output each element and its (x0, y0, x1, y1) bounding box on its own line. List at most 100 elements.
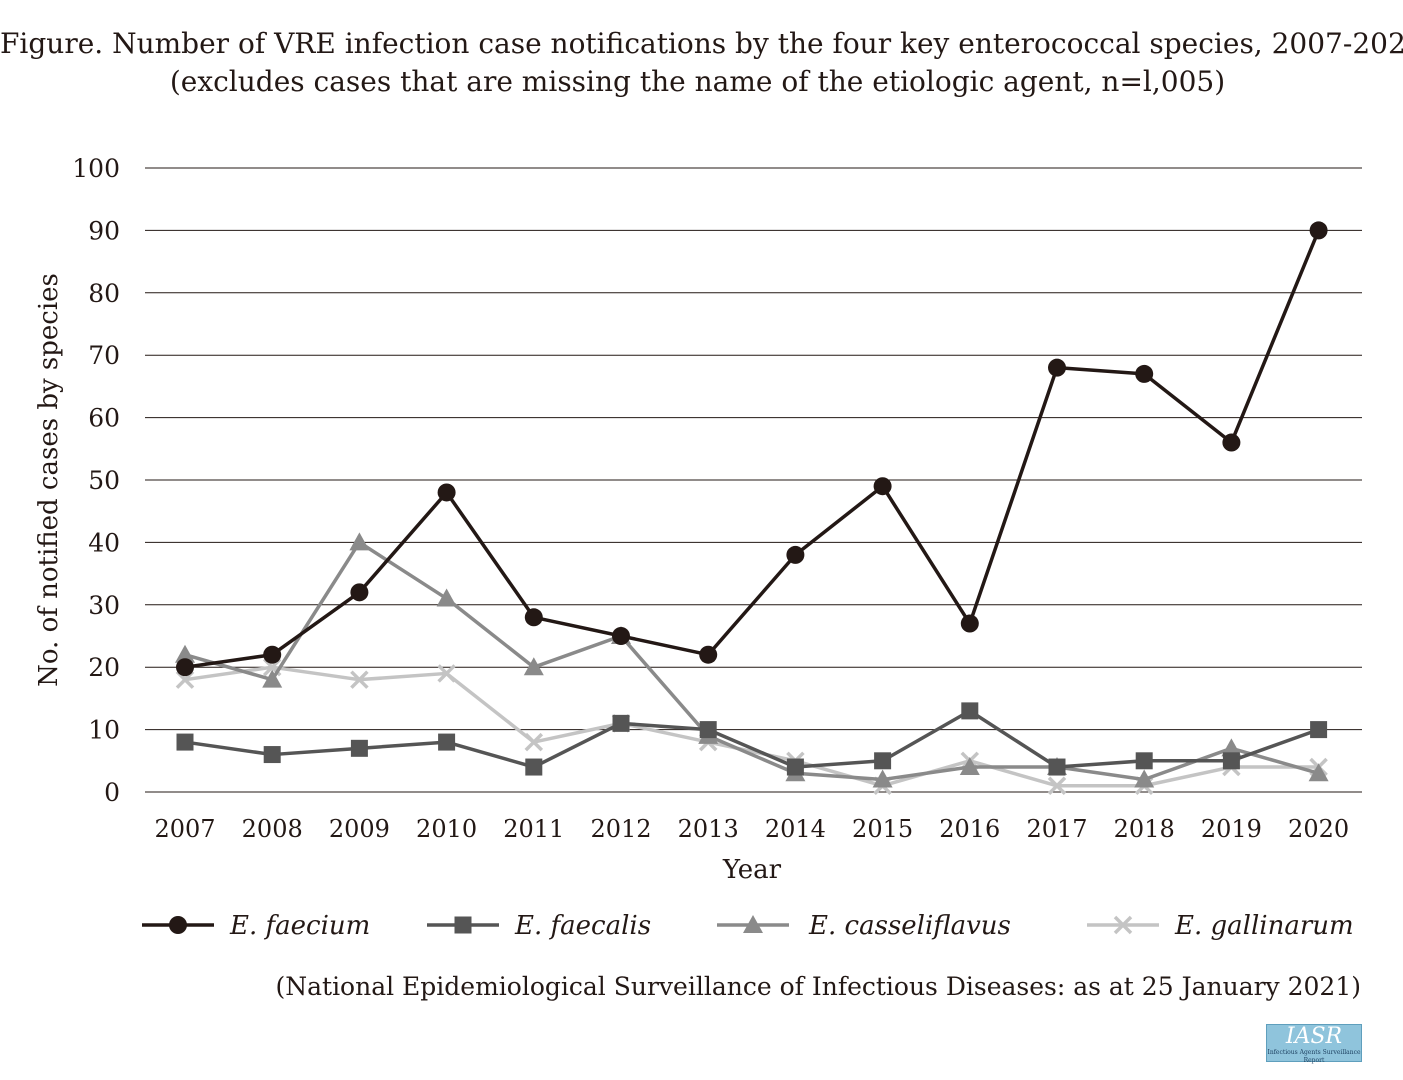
point-faecalis (699, 721, 717, 739)
point-casseliflavus (872, 769, 893, 788)
point-faecalis (786, 758, 804, 776)
point-faecalis (176, 733, 194, 751)
point-faecalis (525, 758, 543, 776)
source-note: (National Epidemiological Surveillance o… (275, 972, 1361, 1001)
x-tick-label: 2010 (416, 815, 477, 843)
y-tick-label: 0 (104, 778, 120, 807)
point-casseliflavus (523, 657, 544, 676)
x-tick-label: 2019 (1201, 815, 1262, 843)
x-tick-label: 2012 (590, 815, 651, 843)
point-faecalis (1048, 758, 1066, 776)
chart-title: Figure. Number of VRE infection case not… (0, 27, 1403, 60)
line-faecalis (184, 709, 1320, 769)
legend-marker (743, 915, 763, 933)
y-tick-labels: 0 10 20 30 40 50 60 70 80 90 100 (72, 154, 120, 807)
y-tick-label: 60 (88, 404, 120, 433)
x-tick-label: 2011 (503, 815, 564, 843)
point-casseliflavus (175, 644, 195, 663)
line-faecium (184, 229, 1321, 669)
point-faecium (1222, 433, 1241, 452)
iasr-logo: IASR Infectious Agents Surveillance Repo… (1266, 1024, 1362, 1064)
x-tick-label: 2014 (765, 815, 826, 843)
point-faecium (524, 608, 543, 627)
x-tick-label: 2009 (329, 815, 390, 843)
point-faecium (263, 645, 282, 664)
point-faecalis (263, 746, 281, 764)
point-gallinarum (1047, 776, 1067, 795)
point-casseliflavus (262, 669, 283, 688)
point-faecium (1135, 364, 1154, 383)
gridlines (145, 167, 1362, 793)
legend-item-faecalis: E. faecalis (427, 911, 651, 941)
y-tick-label: 20 (88, 653, 120, 682)
x-tick-label: 2016 (939, 815, 1000, 843)
legend-label: E. casseliflavus (808, 911, 1011, 941)
point-faecalis (874, 752, 892, 770)
logo-subtext: Infectious Agents Surveillance Report (1267, 1049, 1361, 1064)
point-faecium (873, 477, 892, 496)
point-faecium (612, 627, 630, 645)
x-axis-label: Year (722, 855, 782, 885)
x-tick-label: 2017 (1026, 815, 1087, 843)
y-tick-label: 70 (88, 341, 120, 370)
point-faecium (960, 614, 979, 633)
series-faecium (176, 221, 1328, 677)
legend-item-faecium: E. faecium (142, 911, 370, 941)
point-faecalis (350, 739, 368, 757)
point-faecium (1048, 358, 1066, 377)
series-casseliflavus (175, 532, 1329, 788)
logo-text: IASR (1285, 1024, 1343, 1049)
y-tick-label: 30 (88, 591, 120, 620)
y-tick-label: 10 (88, 716, 120, 745)
chart-subtitle: (excludes cases that are missing the nam… (169, 65, 1226, 98)
legend-label: E. faecalis (514, 911, 651, 941)
x-tick-labels: 2007 2008 2009 2010 2011 2012 2013 2014 2015 2016… (154, 815, 1349, 843)
point-faecalis (1135, 752, 1153, 770)
point-faecium (786, 545, 805, 564)
x-tick-label: 2020 (1288, 815, 1349, 843)
point-casseliflavus (436, 588, 457, 607)
y-tick-label: 90 (88, 216, 120, 245)
y-tick-label: 80 (88, 279, 120, 308)
line-casseliflavus (184, 540, 1320, 782)
point-faecium (350, 583, 369, 602)
x-tick-label: 2013 (678, 815, 739, 843)
series-faecalis (176, 702, 1328, 776)
point-gallinarum (350, 670, 369, 689)
y-tick-label: 100 (72, 154, 120, 183)
legend-label: E. gallinarum (1174, 911, 1354, 941)
x-tick-label: 2018 (1114, 815, 1175, 843)
point-gallinarum (524, 732, 544, 752)
point-faecalis (961, 702, 979, 720)
y-tick-label: 40 (88, 528, 120, 557)
point-faecalis (1222, 752, 1240, 770)
line-gallinarum (184, 665, 1319, 788)
point-faecalis (612, 714, 630, 732)
legend-marker (1113, 915, 1133, 935)
legend-label: E. faecium (229, 911, 370, 941)
point-casseliflavus (1221, 738, 1242, 757)
point-faecium (176, 658, 194, 677)
point-faecium (699, 645, 718, 664)
point-gallinarum (437, 664, 456, 683)
point-faecium (437, 483, 456, 502)
legend-marker (169, 916, 187, 934)
point-faecalis (1310, 721, 1328, 739)
point-casseliflavus (959, 757, 980, 776)
x-tick-label: 2015 (852, 815, 913, 843)
y-axis-label: No. of notified cases by species (34, 273, 64, 687)
legend-item-gallinarum: E. gallinarum (1087, 911, 1354, 941)
point-faecalis (438, 733, 456, 751)
y-tick-label: 50 (88, 466, 120, 495)
point-casseliflavus (1134, 769, 1155, 788)
x-tick-label: 2008 (242, 815, 303, 843)
legend-marker (454, 916, 472, 934)
point-casseliflavus (349, 532, 370, 551)
legend: E. faecium E. faecalis E. casseliflavus E. … (142, 911, 1354, 941)
x-tick-label: 2007 (154, 815, 215, 843)
series-gallinarum (175, 657, 1328, 795)
point-casseliflavus (1308, 763, 1329, 782)
legend-item-casseliflavus: E. casseliflavus (717, 911, 1011, 941)
series-lines (175, 221, 1329, 795)
